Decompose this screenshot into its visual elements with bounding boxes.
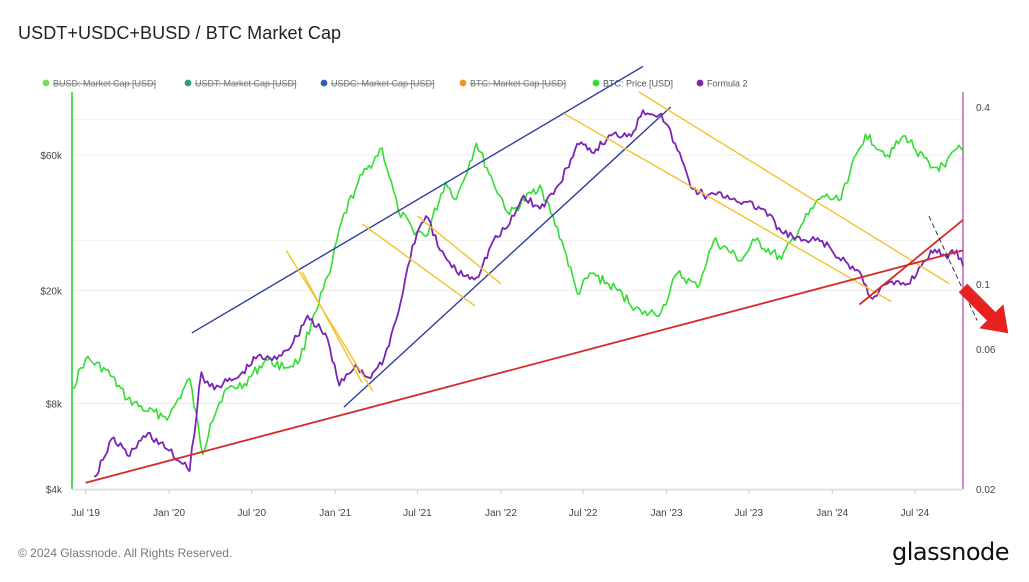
channel-line xyxy=(191,65,644,334)
channel-line xyxy=(416,215,502,285)
legend-label: USDC: Market Cap [USD] xyxy=(331,79,435,89)
y-left-tick-label: $60k xyxy=(40,151,63,162)
ticks-layer: Jul '19 Jan '20 Jul '20 Jan '21 Jul '21 Jan '… xyxy=(40,103,996,519)
y-right-tick-label: 0.1 xyxy=(976,280,990,291)
series-layer xyxy=(71,109,964,478)
legend-label: Formula 2 xyxy=(707,79,748,89)
grid xyxy=(72,119,963,490)
legend-label: BUSD: Market Cap [USD] xyxy=(53,79,156,89)
x-tick-label: Jul '20 xyxy=(237,508,266,519)
legend-swatch xyxy=(592,79,600,87)
x-tick-label: Jan '24 xyxy=(816,508,848,519)
x-tick-label: Jan '22 xyxy=(485,508,517,519)
channel-line xyxy=(343,106,672,408)
legend-label: BTC: Price [USD] xyxy=(603,79,673,89)
legend-item: USDT: Market Cap [USD] xyxy=(184,79,297,89)
legend-item: BTC: Price [USD] xyxy=(592,79,673,89)
x-tick-label: Jul '23 xyxy=(734,508,763,519)
arrow-shaft xyxy=(958,283,997,322)
x-tick-label: Jul '21 xyxy=(403,508,432,519)
legend: BUSD: Market Cap [USD] USDT: Market Cap [… xyxy=(42,79,748,89)
legend-swatch xyxy=(320,79,328,87)
x-tick-label: Jan '21 xyxy=(319,508,351,519)
copyright: © 2024 Glassnode. All Rights Reserved. xyxy=(18,546,233,560)
channel-line xyxy=(301,271,363,384)
legend-swatch xyxy=(42,79,50,87)
x-tick-label: Jul '22 xyxy=(569,508,598,519)
x-tick-label: Jul '19 xyxy=(71,508,100,519)
legend-label: USDT: Market Cap [USD] xyxy=(195,79,297,89)
arrow-head xyxy=(979,304,1009,334)
legend-item: BUSD: Market Cap [USD] xyxy=(42,79,156,89)
arrow-down-right-icon xyxy=(958,283,1009,334)
channel-line xyxy=(361,223,476,307)
brand-logo: glassnode xyxy=(891,538,1010,566)
series-btc-price-line xyxy=(71,133,964,456)
trend-line xyxy=(928,215,978,321)
channel-line xyxy=(285,249,374,392)
y-left-tick-label: $20k xyxy=(40,287,63,298)
legend-item: USDC: Market Cap [USD] xyxy=(320,79,435,89)
annotations-layer xyxy=(85,65,1009,484)
legend-item: BTC: Market Cap [USD] xyxy=(459,79,566,89)
y-left-tick-label: $8k xyxy=(46,400,63,411)
y-left-tick-label: $4k xyxy=(46,485,63,496)
y-right-tick-label: 0.4 xyxy=(976,103,990,114)
y-right-tick-label: 0.06 xyxy=(976,345,996,356)
channel-line xyxy=(563,112,892,303)
x-tick-label: Jan '23 xyxy=(651,508,683,519)
channel-line xyxy=(638,91,950,285)
support-line xyxy=(858,219,964,306)
chart-title: USDT+USDC+BUSD / BTC Market Cap xyxy=(18,23,342,43)
legend-swatch xyxy=(184,79,192,87)
legend-swatch xyxy=(696,79,704,87)
legend-item: Formula 2 xyxy=(696,79,748,89)
x-tick-label: Jul '24 xyxy=(901,508,930,519)
x-tick-label: Jan '20 xyxy=(153,508,185,519)
series-formula-2-line xyxy=(93,109,964,478)
y-right-tick-label: 0.02 xyxy=(976,485,996,496)
legend-swatch xyxy=(459,79,467,87)
support-line xyxy=(85,249,964,484)
legend-label: BTC: Market Cap [USD] xyxy=(470,79,566,89)
